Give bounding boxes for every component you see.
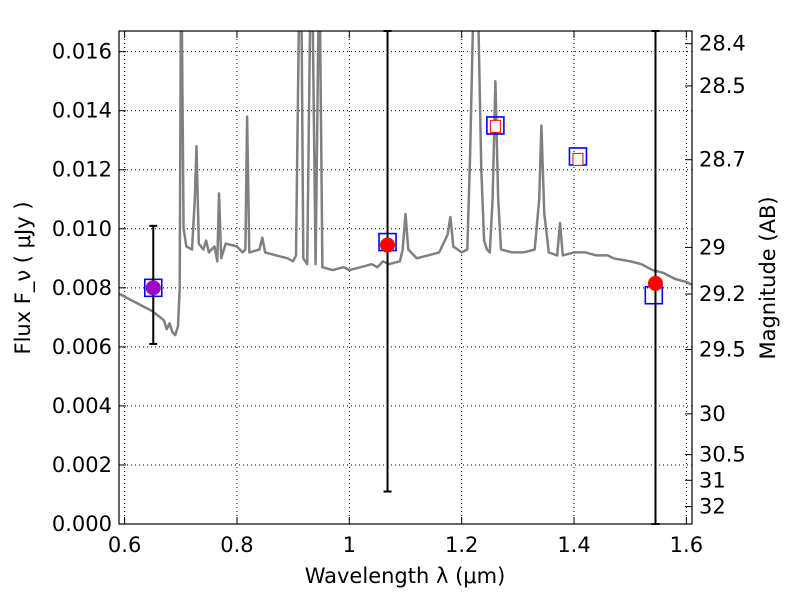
y2-tick-label: 28.4: [699, 32, 746, 56]
y-tick-label: 0.010: [52, 217, 112, 241]
plot-frame: [118, 30, 693, 525]
x-tick-label: 1.2: [445, 533, 478, 557]
series-layer: [119, 31, 692, 337]
observed-photometry-point: [572, 152, 584, 166]
x-tick-label: 0.8: [220, 533, 253, 557]
axis-ticks: 0.6 0.8 1 1.2 1.4 1.6 0.000 0.002 0.004 0.006 0.00…: [52, 31, 746, 557]
y2-tick-label: 28.5: [699, 74, 746, 98]
y2-tick-label: 28.7: [699, 148, 746, 172]
x-tick-label: 1.4: [557, 533, 590, 557]
markers-layer: [143, 30, 664, 525]
model-spectrum-line: [119, 31, 692, 337]
x-tick-label: 1: [343, 533, 356, 557]
y2-axis-title: Magnitude (AB): [756, 196, 780, 359]
x-tick-label: 1.6: [670, 533, 703, 557]
y-tick-label: 0.006: [52, 335, 112, 359]
y-tick-label: 0.008: [52, 276, 112, 300]
x-axis-title: Wavelength λ (μm): [305, 564, 506, 588]
y2-tick-label: 30: [699, 402, 726, 426]
observed-photometry-point: [647, 275, 663, 291]
y-tick-label: 0.000: [52, 512, 112, 536]
y-axis-title: Flux F_ν ( μJy ): [11, 201, 36, 354]
observed-photometry-point: [489, 119, 501, 133]
x-tick-label: 0.6: [108, 533, 141, 557]
observed-photometry-point: [145, 280, 161, 296]
y-tick-label: 0.012: [52, 158, 112, 182]
y-tick-label: 0.014: [52, 99, 112, 123]
y2-tick-label: 29.2: [699, 282, 746, 306]
y-tick-label: 0.016: [52, 40, 112, 64]
observed-photometry-point: [380, 237, 396, 253]
y2-tick-label: 29.5: [699, 338, 746, 362]
model-photometry-square: [486, 116, 505, 135]
y2-tick-label: 32: [699, 495, 726, 519]
grid: [119, 31, 692, 525]
y-tick-label: 0.004: [52, 394, 112, 418]
y2-tick-label: 30.5: [699, 443, 746, 467]
y2-tick-label: 29: [699, 235, 726, 259]
y2-tick-label: 31: [699, 468, 726, 492]
y-tick-label: 0.002: [52, 453, 112, 477]
